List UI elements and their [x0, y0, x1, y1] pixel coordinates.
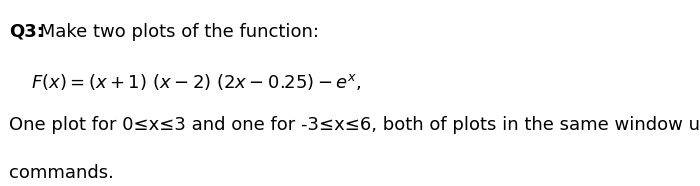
Text: Make two plots of the function:: Make two plots of the function:	[34, 23, 319, 41]
Text: One plot for 0≤x≤3 and one for -3≤x≤6, both of plots in the same window using ap: One plot for 0≤x≤3 and one for -3≤x≤6, b…	[9, 116, 700, 134]
Text: Q3:: Q3:	[9, 23, 44, 41]
Text: $F(x) =(x+1)\ (x-2)\ (2x-0.25)-e^{x},$: $F(x) =(x+1)\ (x-2)\ (2x-0.25)-e^{x},$	[31, 72, 361, 92]
Text: commands.: commands.	[9, 164, 114, 182]
